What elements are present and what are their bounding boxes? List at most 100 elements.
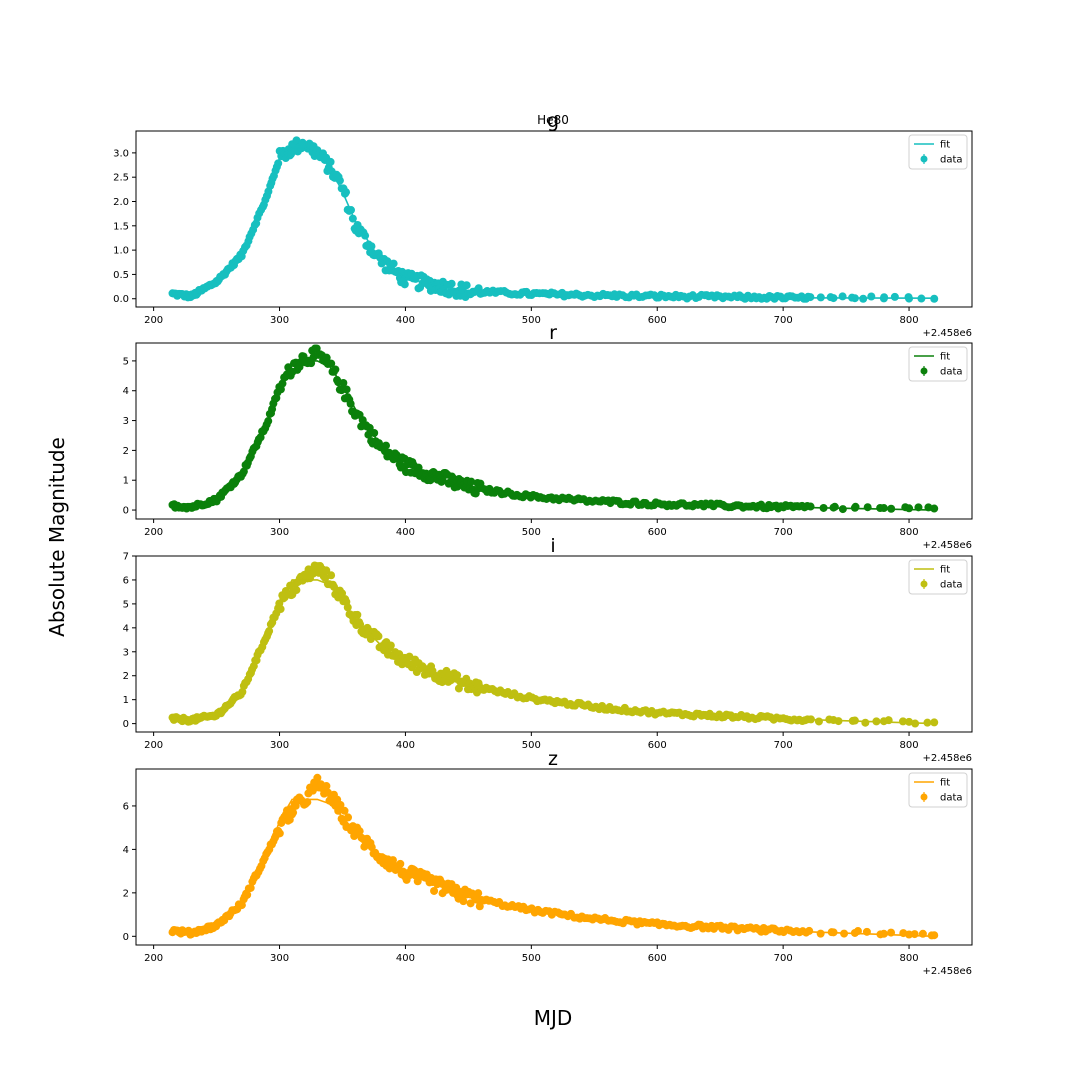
- x-offset-label: +2.458e6: [922, 540, 972, 551]
- x-tick-label: 400: [396, 315, 415, 326]
- y-tick-label: 2: [123, 888, 129, 899]
- data-point-r: [879, 504, 888, 513]
- fit-line-i: [172, 579, 935, 725]
- y-tick-label: 2.0: [113, 197, 129, 208]
- x-offset-label: +2.458e6: [922, 328, 972, 339]
- x-tick-label: 600: [648, 315, 667, 326]
- plot-area-i: [168, 561, 939, 728]
- x-tick-label: 500: [522, 315, 541, 326]
- y-tick-label: 4: [123, 386, 129, 397]
- x-tick-label: 400: [396, 953, 415, 964]
- axes-frame-r: [135, 342, 973, 520]
- y-tick-label: 6: [123, 575, 129, 586]
- data-point-z: [322, 782, 331, 791]
- data-point-z: [805, 926, 814, 935]
- data-point-r: [863, 503, 872, 512]
- x-tick-label: 600: [648, 953, 667, 964]
- data-point-i: [930, 718, 939, 727]
- data-point-z: [289, 808, 298, 817]
- y-tick-label: 6: [123, 801, 129, 812]
- data-point-i: [905, 717, 914, 726]
- x-tick-label: 300: [270, 953, 289, 964]
- y-tick-label: 0.0: [113, 294, 129, 305]
- x-tick-label: 400: [396, 527, 415, 538]
- y-tick-label: 3.0: [113, 148, 129, 159]
- x-tick-label: 800: [900, 527, 919, 538]
- x-tick-label: 600: [648, 527, 667, 538]
- legend-fit-label: fit: [940, 140, 950, 151]
- x-tick-label: 300: [270, 315, 289, 326]
- data-point-z: [905, 930, 914, 939]
- axes-frame-z: [135, 768, 973, 946]
- y-tick-label: 1: [123, 695, 129, 706]
- data-point-g: [389, 259, 398, 268]
- legend-fit-label: fit: [940, 565, 950, 576]
- x-tick-label: 800: [900, 953, 919, 964]
- data-point-g: [400, 280, 409, 289]
- fit-line-g: [172, 147, 935, 300]
- data-point-r: [346, 399, 355, 408]
- x-tick-label: 800: [900, 315, 919, 326]
- y-tick-label: 2: [123, 446, 129, 457]
- legend-g: fit data: [908, 134, 968, 170]
- data-point-z: [340, 806, 349, 815]
- data-point-i: [861, 718, 870, 727]
- x-axis-label: MJD: [534, 1006, 573, 1030]
- x-tick-label: 400: [396, 740, 415, 751]
- data-point-z: [475, 902, 484, 911]
- data-point-i: [330, 582, 339, 591]
- data-point-z: [459, 897, 468, 906]
- data-point-z: [816, 929, 825, 938]
- data-point-z: [308, 786, 317, 795]
- y-tick-label: 0: [123, 506, 129, 517]
- data-point-g: [292, 136, 301, 145]
- data-point-z: [344, 813, 353, 822]
- data-point-z: [466, 899, 475, 908]
- legend-i: fit data: [908, 559, 968, 595]
- x-tick-label: 200: [144, 953, 163, 964]
- panel-title-i: i: [550, 535, 555, 557]
- x-tick-label: 500: [522, 953, 541, 964]
- legend-z: fit data: [908, 772, 968, 808]
- x-tick-label: 800: [900, 740, 919, 751]
- legend-r: fit data: [908, 346, 968, 382]
- axes-frame-g: [135, 130, 973, 308]
- data-point-g: [462, 281, 471, 290]
- legend-data-marker: [920, 367, 928, 375]
- y-tick-label: 0.5: [113, 270, 129, 281]
- legend-data-label: data: [940, 580, 963, 591]
- y-tick-label: 0: [123, 719, 129, 730]
- panel-title-r: r: [549, 322, 557, 344]
- y-tick-label: 2.5: [113, 173, 129, 184]
- legend-data-label: data: [940, 155, 963, 166]
- legend-fit-label: fit: [940, 352, 950, 363]
- x-offset-label: +2.458e6: [922, 753, 972, 764]
- fit-line-z: [172, 798, 935, 938]
- data-point-z: [430, 886, 439, 895]
- data-point-g: [867, 292, 876, 301]
- data-point-g: [890, 292, 899, 301]
- suptitle: He80: [537, 113, 569, 127]
- data-point-z: [930, 931, 939, 940]
- data-point-i: [327, 571, 336, 580]
- data-point-g: [326, 157, 335, 166]
- legend-data-marker: [920, 580, 928, 588]
- axes-frame-i: [135, 555, 973, 733]
- data-point-r: [905, 504, 914, 513]
- data-point-r: [930, 504, 939, 513]
- legend-data-label: data: [940, 793, 963, 804]
- data-point-g: [447, 279, 456, 288]
- y-tick-label: 1: [123, 476, 129, 487]
- data-point-r: [370, 429, 379, 438]
- y-tick-label: 7: [123, 552, 129, 563]
- data-point-r: [312, 344, 321, 353]
- data-point-g: [838, 292, 847, 301]
- data-point-r: [426, 476, 435, 485]
- x-tick-label: 500: [522, 740, 541, 751]
- plot-area-g: [168, 136, 939, 303]
